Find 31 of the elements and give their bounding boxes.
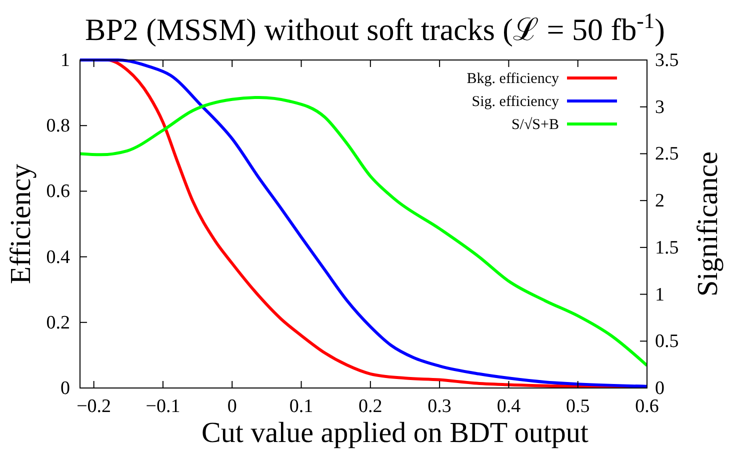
chart-title: BP2 (MSSM) without soft tracks (ℒ = 50 fb$^{-1}$) <box>85 9 665 47</box>
legend-label: S/√S+B <box>511 117 559 133</box>
x-tick-label: 0.4 <box>496 396 522 417</box>
x-axis-title: Cut value applied on BDT output <box>202 417 588 449</box>
y2-tick-label: 2 <box>655 190 664 212</box>
y-axis-title: Efficiency <box>5 163 37 284</box>
y-tick-label: 0.4 <box>46 246 70 268</box>
y2-axis-title: Significance <box>692 152 724 296</box>
legend-label: Bkg. efficiency <box>466 71 560 87</box>
y-tick-label: 0.2 <box>46 312 70 334</box>
x-tick-label: −0.2 <box>76 396 112 417</box>
x-tick-label: −0.1 <box>146 396 180 417</box>
y-tick-label: 0.6 <box>46 181 70 202</box>
x-tick-label: 0.2 <box>358 396 382 417</box>
x-tick-label: 0.3 <box>428 396 452 417</box>
y2-tick-label: 3.5 <box>655 50 679 71</box>
y-tick-label: 0 <box>60 378 70 399</box>
x-tick-label: 0.1 <box>289 396 314 417</box>
y2-tick-label: 2.5 <box>655 144 679 165</box>
x-tick-label: 0.6 <box>635 396 659 417</box>
x-tick-label: 0 <box>227 396 237 417</box>
y2-tick-label: 0 <box>655 378 664 399</box>
line-series <box>80 96 647 368</box>
y-tick-label: 0.8 <box>46 116 70 137</box>
y-tick-label: 1 <box>60 50 70 71</box>
legend-label: Sig. efficiency <box>472 94 560 110</box>
y2-tick-label: 3 <box>655 96 664 118</box>
x-tick-label: 0.5 <box>566 396 590 417</box>
y2-tick-label: 0.5 <box>655 331 679 352</box>
y2-tick-label: 1 <box>655 284 664 306</box>
y2-tick-label: 1.5 <box>655 237 679 258</box>
